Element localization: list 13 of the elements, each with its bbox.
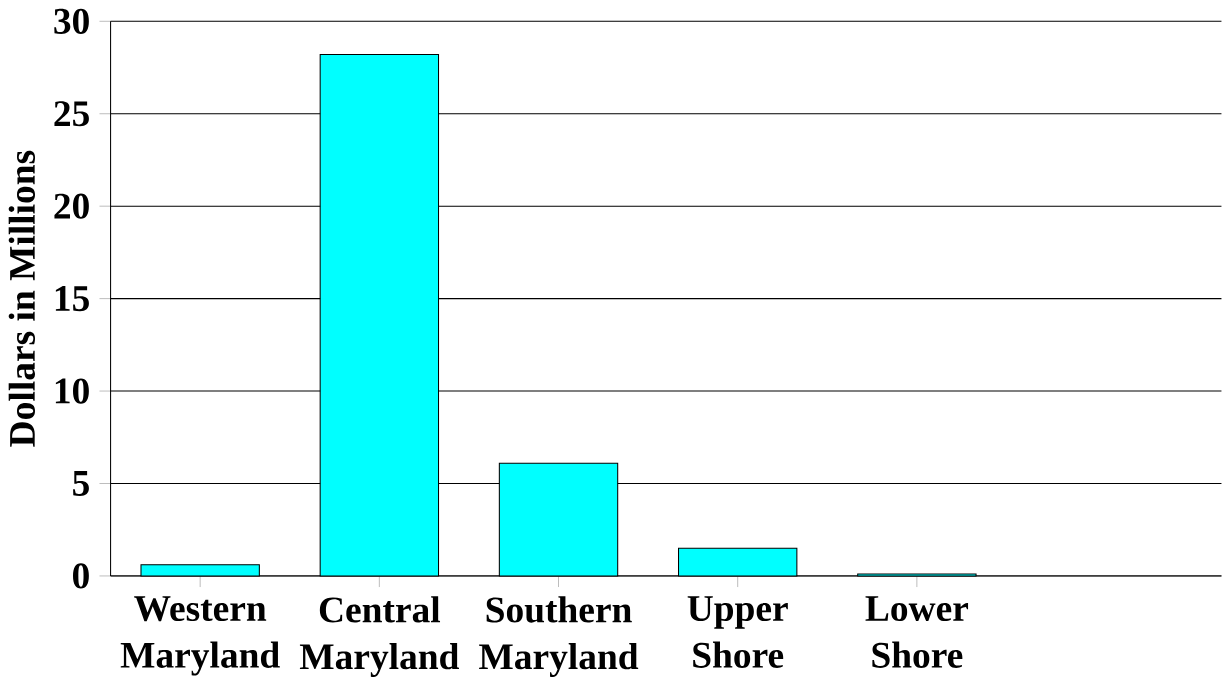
x-tick-label: Lower Shore [865, 596, 969, 669]
y-tick-label: 5 [73, 471, 89, 497]
y-tick-label: 20 [54, 193, 89, 219]
x-tick-label: Southern Maryland [479, 596, 639, 678]
x-tick-label: Central Maryland [299, 596, 459, 678]
y-tick-label: 15 [55, 286, 89, 312]
y-axis-title: Dollars in Millions [8, 150, 36, 447]
y-tick-label: 30 [54, 8, 89, 35]
y-tick-label: 0 [73, 563, 89, 589]
y-tick-label: 10 [55, 378, 89, 404]
x-tick-label: Upper Shore [687, 596, 788, 669]
y-tick-label: 25 [54, 101, 89, 127]
x-tick-label: Western Maryland [120, 596, 280, 676]
